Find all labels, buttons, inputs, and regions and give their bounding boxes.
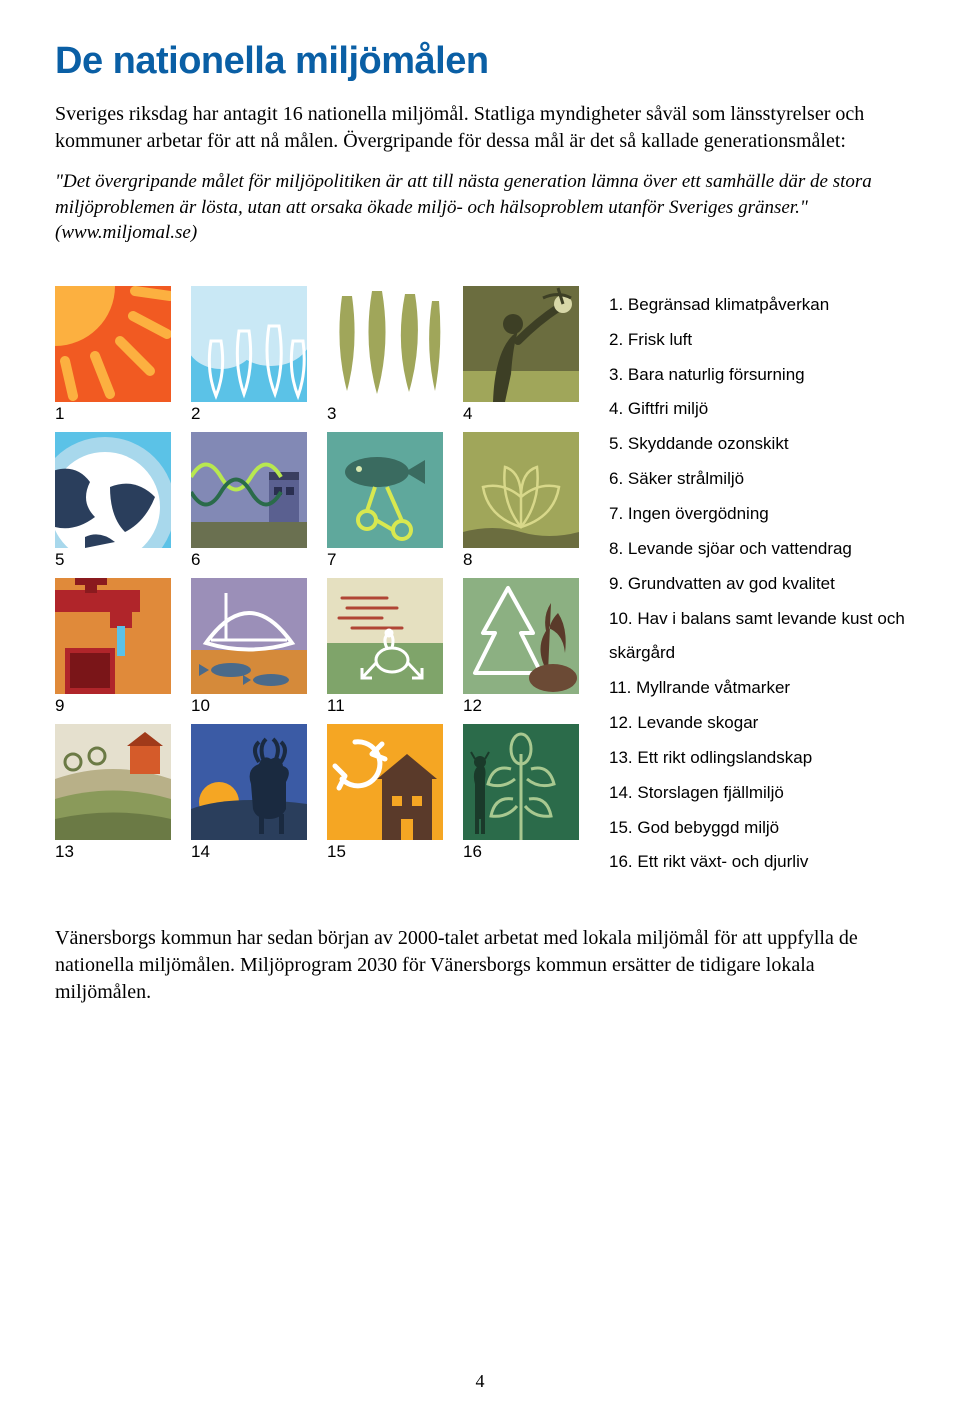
icon-number: 4 [463, 404, 472, 424]
icon-air: 2 [191, 286, 307, 402]
goal-item: 13. Ett rikt odlingslandskap [609, 741, 905, 776]
page-number: 4 [476, 1371, 485, 1392]
icon-urban: 15 [327, 724, 443, 840]
icon-number: 3 [327, 404, 336, 424]
goal-item: 4. Giftfri miljö [609, 392, 905, 427]
icon-acidification: 3 [327, 286, 443, 402]
quote-paragraph: "Det övergripande målet för miljöpolitik… [55, 169, 905, 246]
content-row: 1 2 [55, 286, 905, 880]
icon-eutrophication: 7 [327, 432, 443, 548]
icon-biodiversity: 16 [463, 724, 579, 840]
icon-wetlands: 11 [327, 578, 443, 694]
icon-ozone: 5 [55, 432, 171, 548]
goal-item: 8. Levande sjöar och vattendrag [609, 532, 905, 567]
icon-nontoxic: 4 [463, 286, 579, 402]
icon-radiation: 6 [191, 432, 307, 548]
page-title: De nationella miljömålen [55, 40, 905, 83]
goal-item: 12. Levande skogar [609, 706, 905, 741]
goal-item: 15. God bebyggd miljö [609, 811, 905, 846]
goal-item: 3. Bara naturlig försurning [609, 358, 905, 393]
icon-number: 13 [55, 842, 74, 862]
icon-number: 8 [463, 550, 472, 570]
goal-item: 2. Frisk luft [609, 323, 905, 358]
icon-number: 7 [327, 550, 336, 570]
goal-item: 1. Begränsad klimatpåverkan [609, 288, 905, 323]
icon-number: 6 [191, 550, 200, 570]
icon-number: 10 [191, 696, 210, 716]
goal-list: 1. Begränsad klimatpåverkan 2. Frisk luf… [609, 286, 905, 880]
icon-lakes: 8 [463, 432, 579, 548]
bottom-paragraph: Vänersborgs kommun har sedan början av 2… [55, 925, 905, 1006]
icon-number: 2 [191, 404, 200, 424]
icon-groundwater: 9 [55, 578, 171, 694]
goal-item: 11. Myllrande våtmarker [609, 671, 905, 706]
icon-number: 14 [191, 842, 210, 862]
icon-number: 9 [55, 696, 64, 716]
icon-number: 11 [327, 696, 345, 716]
icon-number: 5 [55, 550, 64, 570]
goal-item: 16. Ett rikt växt- och djurliv [609, 845, 905, 880]
icon-forest: 12 [463, 578, 579, 694]
icon-mountains: 14 [191, 724, 307, 840]
icon-number: 12 [463, 696, 482, 716]
goal-item: 9. Grundvatten av god kvalitet [609, 567, 905, 602]
intro-paragraph: Sveriges riksdag har antagit 16 nationel… [55, 101, 905, 155]
icon-number: 15 [327, 842, 346, 862]
goal-item: 10. Hav i balans samt levande kust och s… [609, 602, 905, 672]
goal-item: 6. Säker strålmiljö [609, 462, 905, 497]
icon-grid: 1 2 [55, 286, 579, 880]
icon-climate: 1 [55, 286, 171, 402]
icon-sea: 10 [191, 578, 307, 694]
goal-item: 5. Skyddande ozonskikt [609, 427, 905, 462]
goal-item: 14. Storslagen fjällmiljö [609, 776, 905, 811]
goal-item: 7. Ingen övergödning [609, 497, 905, 532]
icon-number: 1 [55, 404, 64, 424]
icon-fields: 13 [55, 724, 171, 840]
icon-number: 16 [463, 842, 482, 862]
